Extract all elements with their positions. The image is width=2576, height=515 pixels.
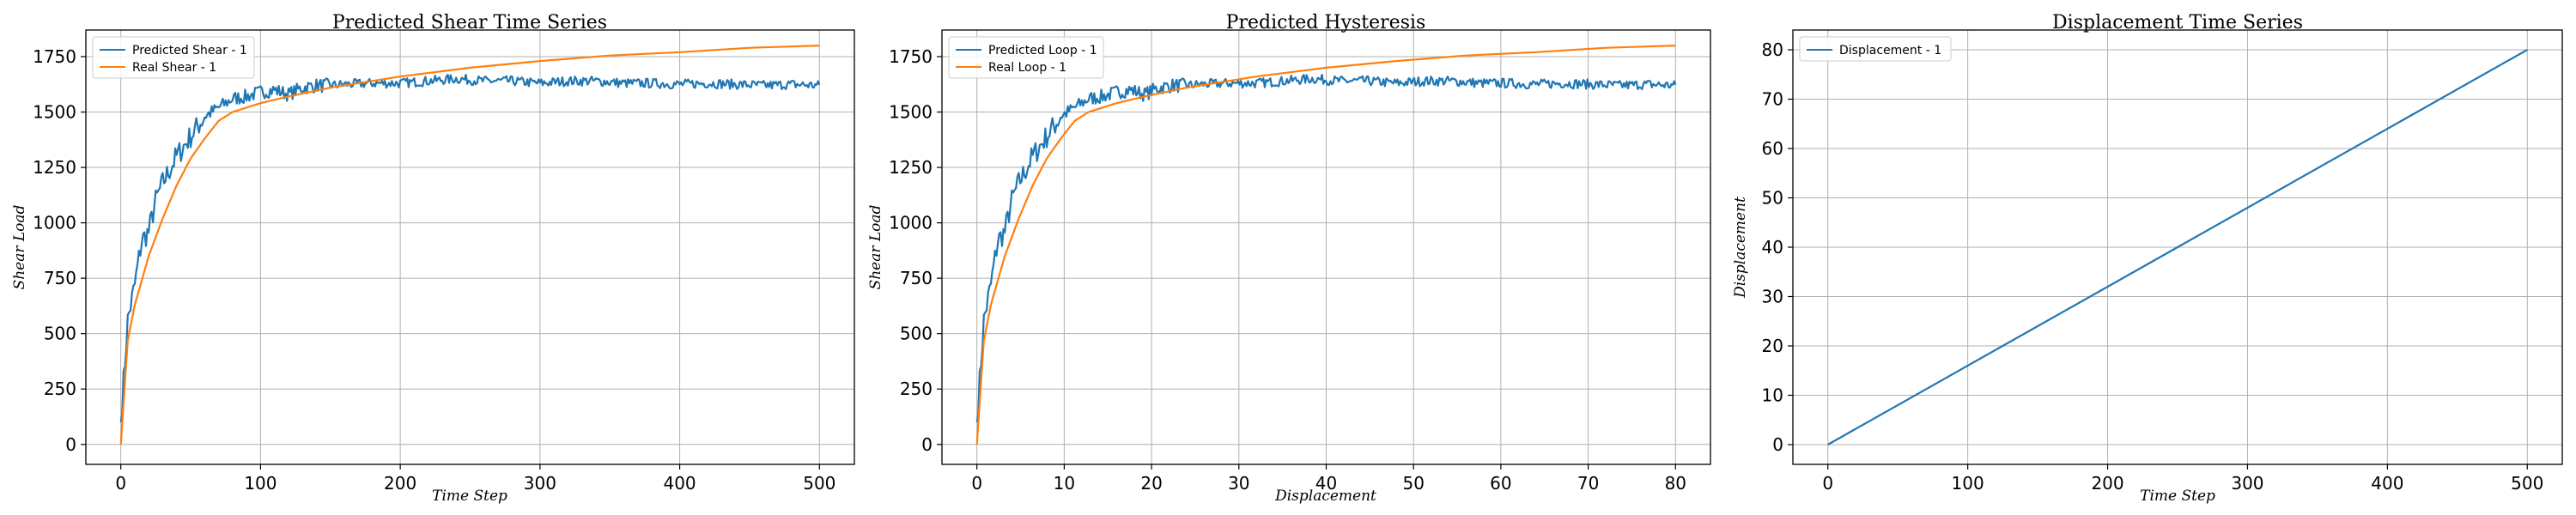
x-tick-label: 300 (2231, 473, 2263, 494)
legend: Displacement - 1 (1799, 36, 1952, 62)
x-tick-label: 500 (2511, 473, 2543, 494)
legend-label-real-shear: Real Shear - 1 (132, 61, 216, 75)
x-tick-label: 0 (1822, 473, 1833, 494)
y-tick-label: 1500 (889, 102, 933, 123)
y-tick-label: 1000 (889, 213, 933, 233)
y-tick-label: 0 (1772, 434, 1783, 455)
y-tick-label: 0 (65, 434, 76, 455)
series-lines (119, 45, 821, 445)
grid (86, 30, 854, 464)
y-axis-label: Shear Load (11, 204, 28, 289)
x-tick-label: 30 (1228, 473, 1249, 494)
y-tick-label: 1000 (33, 213, 76, 233)
x-tick-label: 500 (803, 473, 835, 494)
x-tick-label: 400 (663, 473, 696, 494)
x-tick-label: 40 (1315, 473, 1337, 494)
x-axis-label: Time Step (432, 488, 507, 505)
series-line-predicted-shear-1 (119, 73, 821, 423)
y-tick-label: 250 (44, 379, 76, 399)
x-tick-label: 20 (1140, 473, 1162, 494)
displacement-time-series-panel: Displacement Time Series Time Step Displ… (1732, 12, 2563, 505)
series-lines (975, 45, 1677, 445)
x-tick-label: 0 (971, 473, 982, 494)
y-tick-label: 20 (1762, 336, 1783, 356)
x-tick-label: 300 (524, 473, 556, 494)
legend-label-predicted-shear: Predicted Shear - 1 (132, 44, 247, 58)
y-tick-label: 50 (1762, 188, 1783, 209)
shear-time-series-panel: Predicted Shear Time Series Time Step Sh… (11, 12, 855, 505)
y-tick-label: 1250 (33, 157, 76, 178)
y-tick-label: 60 (1762, 138, 1783, 159)
y-axis-label: Shear Load (867, 204, 884, 289)
ticks: 0 100 200 300 400 500 0 10 20 30 40 50 60 70 80 (1762, 39, 2544, 494)
y-tick-label: 0 (921, 434, 933, 455)
y-tick-label: 750 (44, 268, 76, 288)
y-tick-label: 250 (900, 379, 933, 399)
x-axis-label: Displacement (1274, 488, 1376, 505)
x-tick-label: 10 (1054, 473, 1075, 494)
x-axis-label: Time Step (2140, 488, 2215, 505)
ticks: 0 100 200 300 400 500 0 250 500 750 1000 1250 1500 17… (33, 46, 835, 494)
legend: Predicted Loop - 1 Real Loop - 1 (948, 36, 1104, 79)
x-tick-label: 60 (1490, 473, 1511, 494)
y-tick-label: 500 (900, 324, 933, 344)
x-tick-label: 80 (1665, 473, 1686, 494)
series-line-displacement-1 (1827, 49, 2528, 445)
legend: Predicted Shear - 1 Real Shear - 1 (92, 36, 255, 79)
legend-box (92, 36, 255, 79)
legend-box (948, 36, 1104, 79)
y-axis-label: Displacement (1732, 197, 1749, 299)
x-tick-label: 50 (1402, 473, 1424, 494)
series-line-real-shear-1 (119, 45, 820, 445)
y-tick-label: 70 (1762, 89, 1783, 110)
y-tick-label: 1750 (889, 46, 933, 67)
y-tick-label: 1750 (33, 46, 76, 67)
legend-box (1799, 36, 1952, 62)
grid (942, 30, 1710, 464)
series-line-real-loop-1 (975, 45, 1676, 445)
legend-label-predicted-loop: Predicted Loop - 1 (988, 44, 1097, 58)
y-tick-label: 30 (1762, 287, 1783, 307)
y-tick-label: 80 (1762, 39, 1783, 60)
x-tick-label: 100 (244, 473, 276, 494)
ticks: 0 10 20 30 40 50 60 70 80 0 250 500 750 1000 1250 1500 1… (889, 46, 1686, 494)
x-tick-label: 400 (2371, 473, 2403, 494)
y-tick-label: 1500 (33, 102, 76, 123)
series-lines (1827, 49, 2528, 445)
y-tick-label: 750 (900, 268, 933, 288)
hysteresis-panel: Predicted Hysteresis Displacement Shear … (867, 12, 1711, 505)
series-line-predicted-loop-1 (975, 73, 1677, 423)
legend-label-displacement: Displacement - 1 (1839, 44, 1941, 58)
y-tick-label: 500 (44, 324, 76, 344)
x-tick-label: 200 (384, 473, 416, 494)
x-tick-label: 200 (2091, 473, 2123, 494)
legend-label-real-loop: Real Loop - 1 (988, 61, 1066, 75)
y-tick-label: 40 (1762, 237, 1783, 258)
y-tick-label: 10 (1762, 385, 1783, 406)
x-tick-label: 70 (1577, 473, 1599, 494)
grid (1793, 30, 2562, 464)
y-tick-label: 1250 (889, 157, 933, 178)
x-tick-label: 0 (115, 473, 126, 494)
plot-frame (85, 29, 855, 465)
x-tick-label: 100 (1952, 473, 1984, 494)
